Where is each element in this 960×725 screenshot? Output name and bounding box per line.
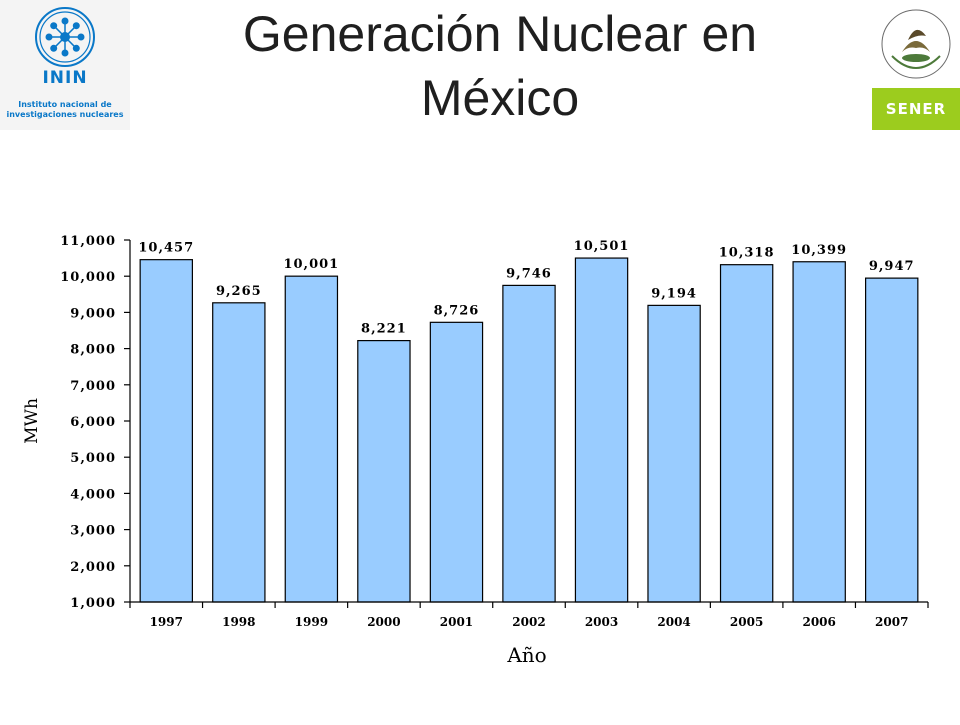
x-tick-label-2002: 2002 <box>512 615 545 629</box>
page-title: Generación Nuclear en México <box>170 2 830 130</box>
data-label-2000: 8,221 <box>361 322 407 337</box>
atom-ring-icon <box>35 7 95 67</box>
y-tick-label: 4,000 <box>70 487 116 502</box>
bar-2002 <box>502 284 556 603</box>
inin-logo-area: ININ Instituto nacional de investigacion… <box>0 0 130 130</box>
data-label-1999: 10,001 <box>283 257 339 272</box>
sener-logo: SENER <box>872 0 960 130</box>
axes-layer <box>124 239 929 608</box>
page-title-line2: México <box>420 70 580 126</box>
bar-2000 <box>357 339 411 603</box>
data-label-2001: 8,726 <box>434 303 480 318</box>
data-label-2002: 9,746 <box>506 266 552 281</box>
x-tick-label-2005: 2005 <box>730 615 763 629</box>
data-label-2004: 9,194 <box>651 286 697 301</box>
x-tick-label-1999: 1999 <box>295 615 328 629</box>
data-label-1998: 9,265 <box>216 284 262 299</box>
inin-logo-name: ININ <box>42 68 88 88</box>
y-tick-label: 2,000 <box>70 560 116 575</box>
bar-2003 <box>574 257 629 603</box>
x-tick-label-1998: 1998 <box>222 615 255 629</box>
data-label-2003: 10,501 <box>574 239 630 254</box>
data-label-1997: 10,457 <box>138 241 194 256</box>
y-tick-label: 11,000 <box>60 234 116 249</box>
x-tick-label-2001: 2001 <box>440 615 473 629</box>
inin-logo-subtitle-line2: investigaciones nucleares <box>6 110 124 119</box>
y-tick-label: 5,000 <box>70 451 116 466</box>
bars-layer <box>139 257 919 603</box>
labels-layer: 10,457 1997 9,265 1998 10,001 1999 8,221 2000 8,… <box>60 234 915 629</box>
y-tick-label: 7,000 <box>70 379 116 394</box>
data-label-2005: 10,318 <box>719 246 775 261</box>
x-tick-label-1997: 1997 <box>150 615 183 629</box>
x-tick-label-2000: 2000 <box>367 615 400 629</box>
y-tick-label: 6,000 <box>70 415 116 430</box>
bar-2004 <box>647 304 701 603</box>
data-label-2006: 10,399 <box>791 243 847 258</box>
y-axis-label: MWh <box>22 398 42 444</box>
bar-1997 <box>139 259 193 603</box>
inin-logo-subtitle: Instituto nacional de investigaciones nu… <box>0 100 130 120</box>
bar-1999 <box>284 275 339 603</box>
x-tick-label-2006: 2006 <box>802 615 835 629</box>
x-axis-label: Año <box>506 643 546 667</box>
bar-1998 <box>212 302 266 603</box>
inin-logo-subtitle-line1: Instituto nacional de <box>18 100 112 109</box>
y-tick-label: 3,000 <box>70 524 116 539</box>
y-tick-label: 8,000 <box>70 343 116 358</box>
y-tick-label: 1,000 <box>70 596 116 611</box>
x-tick-label-2007: 2007 <box>875 615 908 629</box>
sener-logo-name: SENER <box>885 100 947 118</box>
x-tick-label-2003: 2003 <box>585 615 618 629</box>
bar-2001 <box>429 321 484 603</box>
data-label-2007: 9,947 <box>869 259 915 274</box>
page-title-line1: Generación Nuclear en <box>242 6 758 62</box>
eagle-crest-icon <box>872 0 960 88</box>
y-tick-label: 10,000 <box>60 270 116 285</box>
bar-2005 <box>719 264 774 603</box>
bar-2006 <box>792 261 846 603</box>
sener-band: SENER <box>872 88 960 130</box>
y-tick-label: 9,000 <box>70 306 116 321</box>
bar-2007 <box>865 277 919 603</box>
x-tick-label-2004: 2004 <box>657 615 690 629</box>
inin-logo: ININ Instituto nacional de investigacion… <box>0 0 130 130</box>
